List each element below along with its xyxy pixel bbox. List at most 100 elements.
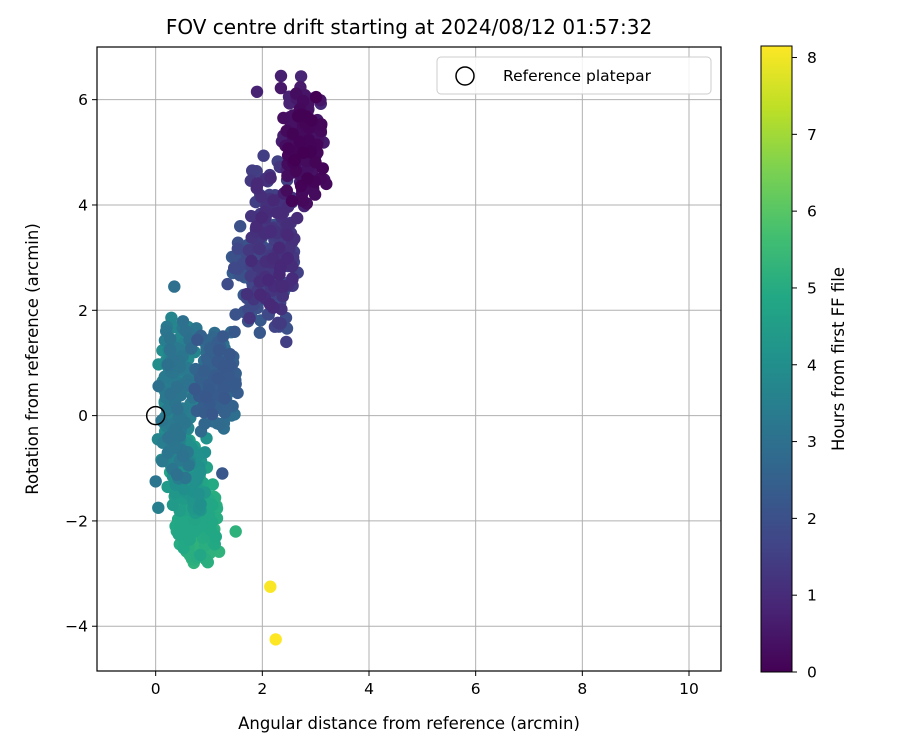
data-point [231,242,244,255]
colorbar: 0 1 2 3 4 5 6 7 8 Hours from first FF file [760,45,848,682]
data-point [200,390,213,404]
y-tick-label: 4 [78,196,88,214]
data-point [206,408,219,421]
data-point [217,382,231,395]
data-point [191,333,204,346]
data-point [269,633,282,646]
colorbar-tick-label: 8 [807,49,817,67]
data-point [280,335,293,349]
data-point [296,194,309,208]
data-point [188,382,201,396]
legend-entry-reference-platepar: Reference platepar [503,67,652,85]
data-point [277,111,290,125]
x-tick-label: 6 [471,680,481,698]
data-point [218,392,231,405]
data-point [274,81,288,95]
data-point [182,459,195,472]
data-point [206,478,219,491]
data-point [250,85,264,99]
x-tick-label: 0 [151,680,161,698]
chart-title: FOV centre drift starting at 2024/08/12 … [166,15,652,39]
colorbar-tick-label: 7 [807,126,817,144]
data-point [264,171,277,185]
data-point [264,580,277,593]
data-points [149,69,333,646]
data-point [176,449,190,463]
data-point [168,280,181,293]
colorbar-tick-label: 2 [807,510,817,528]
data-point [229,377,242,391]
data-point [216,467,229,480]
colorbar-tick-label: 1 [807,587,817,605]
data-point [245,254,258,268]
data-point [182,523,195,536]
data-point [169,423,183,436]
data-point [171,402,184,416]
data-point [274,317,287,330]
data-point [291,109,305,123]
data-point [286,127,299,140]
data-point [185,342,198,355]
data-point [223,347,236,361]
colorbar-tick-label: 3 [807,433,817,451]
data-point [272,241,286,254]
data-point [255,211,268,224]
data-point [174,412,187,426]
data-point [288,153,301,167]
data-point [243,311,256,325]
data-point [282,142,295,155]
data-point [164,332,177,345]
data-point [152,501,165,514]
data-point [198,417,211,430]
colorbar-tick-label: 6 [807,203,817,221]
x-tick-label: 10 [679,680,699,698]
data-point [291,211,304,225]
data-point [183,533,196,546]
colorbar-tick-label: 5 [807,279,817,297]
data-point [309,90,323,104]
data-point [192,487,206,501]
y-axis-label: Rotation from reference (arcmin) [23,223,42,495]
data-point [172,528,185,541]
y-tick-label: 0 [78,407,88,425]
x-tick-label: 2 [257,680,267,698]
colorbar-tick-label: 0 [807,664,817,682]
legend-box [436,56,712,95]
data-point [222,369,235,383]
data-point [281,228,294,242]
data-point [281,252,294,265]
data-point [293,135,306,148]
data-point [213,418,226,431]
data-point [161,358,174,371]
data-point [163,344,177,357]
data-point [162,431,175,444]
data-point [254,288,267,301]
colorbar-label: Hours from first FF file [829,267,848,451]
reference-platepar-marker [145,405,166,426]
data-point [194,465,207,479]
data-point [316,162,329,175]
data-point [274,69,288,83]
data-point [276,290,289,303]
data-point [305,114,318,127]
data-point [170,468,184,481]
data-point [194,548,207,562]
data-point [175,514,188,527]
data-point [212,372,225,385]
reference-marker [145,405,166,426]
data-point [280,184,293,197]
data-point [246,164,259,177]
colorbar-ticks: 0 1 2 3 4 5 6 7 8 [792,49,817,682]
colorbar-gradient [760,45,793,673]
data-point [264,224,277,238]
y-axis-ticks: −4 −2 0 2 4 6 [65,91,97,636]
data-point [276,280,289,293]
data-point [240,287,254,301]
data-point [228,325,241,338]
data-point [176,315,190,328]
data-point [267,194,280,207]
plot-frame [96,46,722,672]
legend: Reference platepar [436,56,712,95]
data-point [244,270,257,283]
